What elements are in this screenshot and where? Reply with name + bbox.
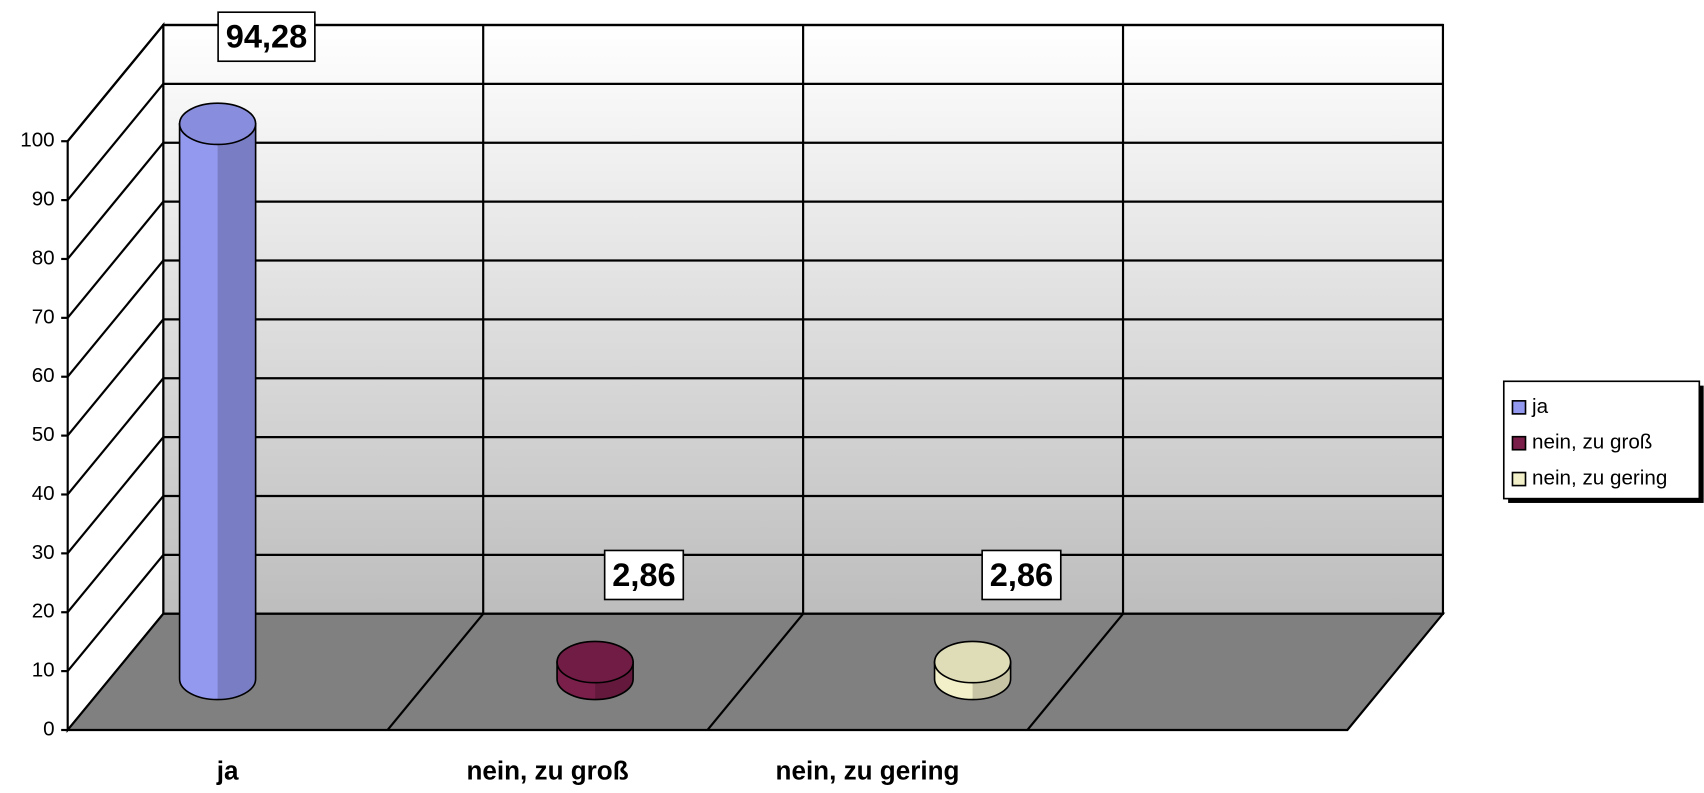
cylinder-top-shade xyxy=(179,103,256,145)
legend-swatch xyxy=(1511,471,1527,487)
y-tick-label: 90 xyxy=(32,188,55,211)
grid-line xyxy=(66,24,165,142)
grid-line xyxy=(66,142,165,260)
grid-line xyxy=(66,554,165,672)
legend-swatch xyxy=(1511,435,1527,451)
legend-label: ja xyxy=(1531,395,1549,418)
grid-line xyxy=(66,377,165,496)
category-divider xyxy=(706,613,804,731)
data-label-box xyxy=(603,549,685,601)
legend-label: nein, zu groß xyxy=(1532,431,1652,454)
cylinder-top-shade xyxy=(557,641,634,683)
y-tick-label: 70 xyxy=(32,305,55,328)
x-tick-label: ja xyxy=(216,755,239,785)
cylinder-top xyxy=(178,102,257,146)
cylinder-top-shade xyxy=(934,641,1011,683)
y-tick-label: 100 xyxy=(20,129,54,152)
data-label-box xyxy=(217,11,316,63)
data-label-box xyxy=(981,549,1062,601)
legend: ja nein, zu groß nein, zu gering xyxy=(1502,380,1704,503)
y-tick-label: 60 xyxy=(32,364,55,387)
y-tick-label: 20 xyxy=(32,600,55,623)
grid-line xyxy=(66,318,165,437)
cylinder-body xyxy=(178,123,257,701)
grid-line xyxy=(66,200,165,319)
data-label: 94,28 xyxy=(226,19,308,55)
legend-swatch xyxy=(1511,400,1527,415)
y-tick-label: 30 xyxy=(32,541,55,564)
marks xyxy=(178,102,1012,701)
cylinder-top xyxy=(556,640,634,684)
y-tick-label: 40 xyxy=(32,482,55,505)
data-label: 2,86 xyxy=(612,557,675,593)
data-label: 2,86 xyxy=(990,557,1053,593)
grid-line xyxy=(66,83,165,201)
cylinder xyxy=(933,640,1012,701)
cylinder-shade xyxy=(217,123,256,700)
grid-line xyxy=(66,436,165,555)
category-divider xyxy=(386,613,485,731)
y-tick-label: 10 xyxy=(32,659,55,682)
legend-label: nein, zu gering xyxy=(1532,467,1667,490)
cylinder xyxy=(178,102,257,701)
grid-line xyxy=(66,259,165,378)
x-tick-label: nein, zu gering xyxy=(776,755,960,785)
x-tick-label: nein, zu groß xyxy=(466,755,628,785)
grid xyxy=(61,23,1443,732)
cylinder xyxy=(556,640,634,701)
y-tick-label: 80 xyxy=(32,246,55,269)
cylinder-top xyxy=(933,640,1012,684)
grid-line xyxy=(66,495,165,613)
y-tick-label: 0 xyxy=(43,717,54,740)
category-divider xyxy=(1026,613,1124,731)
y-tick-label: 50 xyxy=(32,423,55,446)
legend-box xyxy=(1502,380,1701,500)
